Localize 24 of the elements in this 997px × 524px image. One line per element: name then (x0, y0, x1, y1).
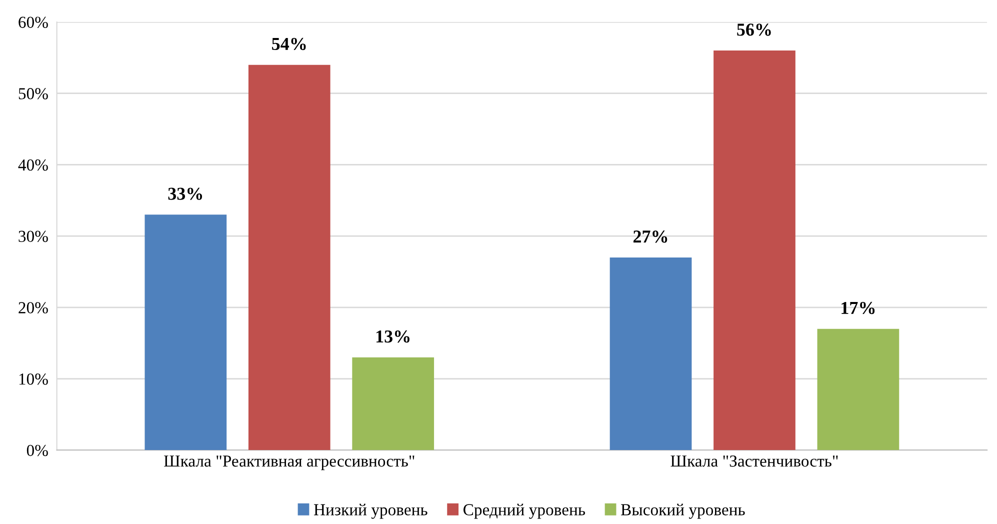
y-tick-label: 60% (18, 16, 48, 28)
x-tick-label: Шкала "Реактивная агрессивность" (164, 456, 414, 470)
bar (817, 328, 900, 450)
legend-label: Высокий уровень (621, 504, 745, 519)
y-tick-label: 0% (26, 444, 48, 456)
legend-label: Средний уровень (464, 504, 586, 519)
y-tick-label: 50% (18, 88, 48, 100)
data-label: 54% (272, 38, 306, 50)
x-tick-label: Шкала "Застенчивость" (670, 456, 838, 467)
data-label: 13% (376, 330, 410, 343)
bar (248, 64, 330, 450)
data-label: 33% (168, 188, 202, 200)
data-label: 56% (737, 24, 771, 36)
y-tick-label: 30% (18, 230, 48, 242)
bar (714, 50, 796, 450)
bar (352, 357, 434, 450)
legend-label: Низкий уровень (314, 504, 428, 519)
bar (144, 214, 227, 450)
data-label: 27% (633, 230, 668, 243)
bar (610, 257, 692, 450)
y-tick-label: 10% (19, 373, 48, 385)
y-tick-label: 20% (18, 302, 48, 314)
y-tick-label: 40% (18, 159, 48, 171)
data-label: 17% (842, 302, 875, 314)
